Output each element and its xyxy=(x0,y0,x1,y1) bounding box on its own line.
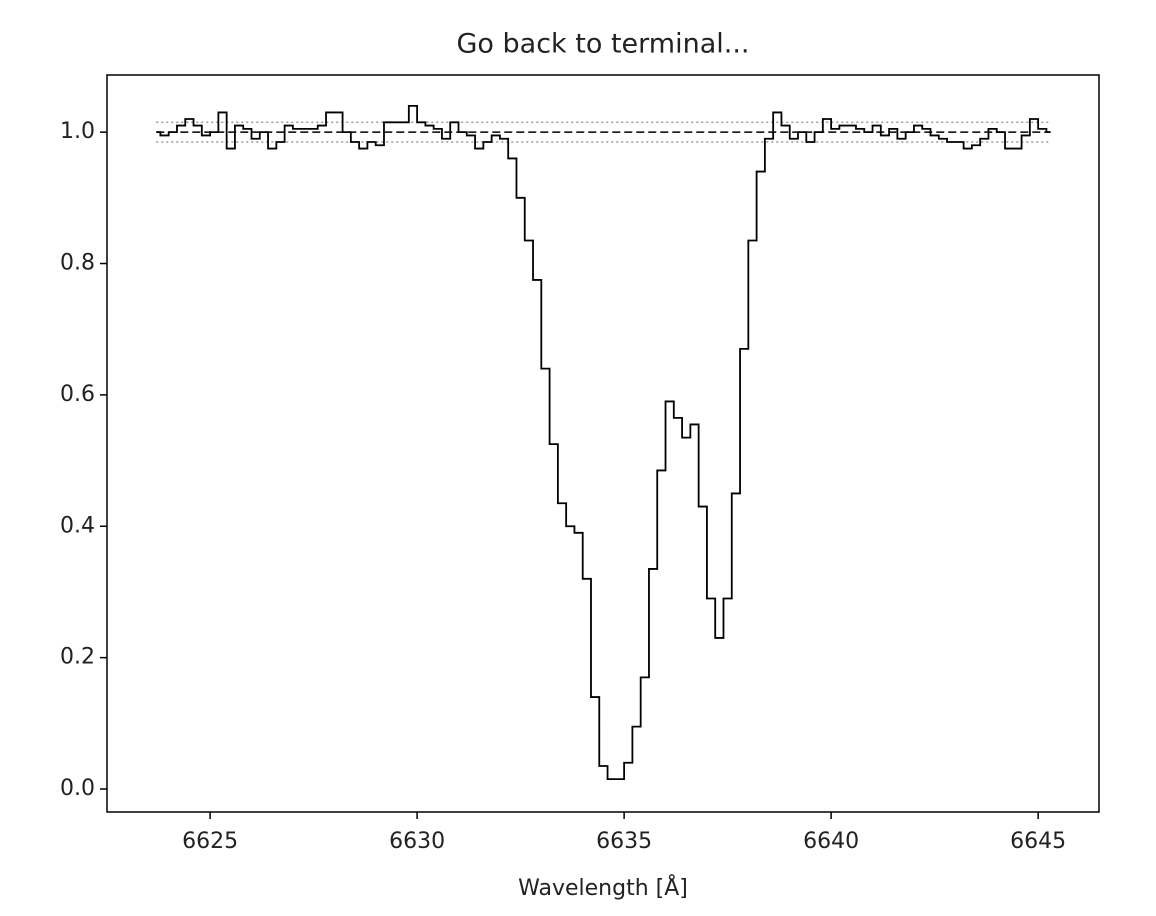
x-tick-label: 6645 xyxy=(1010,829,1066,854)
spectrum-line xyxy=(156,104,1051,781)
y-tick-label: 0.6 xyxy=(60,382,95,407)
x-tick-label: 6625 xyxy=(182,829,238,854)
x-tick-label: 6635 xyxy=(596,829,652,854)
x-tick-label: 6630 xyxy=(389,829,445,854)
x-tick-label: 6640 xyxy=(803,829,859,854)
plot-frame xyxy=(106,74,1100,813)
x-axis-label: Wavelength [Å] xyxy=(518,874,688,901)
y-tick-label: 0.0 xyxy=(60,776,95,801)
y-tick-label: 1.0 xyxy=(60,119,95,144)
y-tick-label: 0.4 xyxy=(60,513,95,538)
y-tick-label: 0.8 xyxy=(60,251,95,276)
chart-title: Go back to terminal... xyxy=(457,29,750,60)
y-tick-label: 0.2 xyxy=(60,645,95,670)
